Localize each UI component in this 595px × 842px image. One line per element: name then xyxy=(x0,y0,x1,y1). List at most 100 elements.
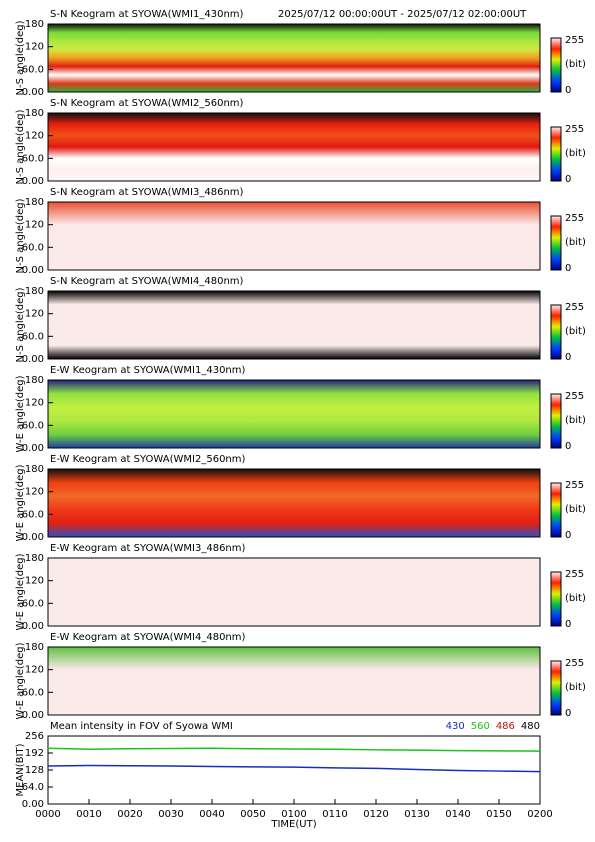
y-tick-label: 120 xyxy=(25,576,44,587)
legend-entry: 430 xyxy=(446,721,465,732)
y-tick-label: 0.00 xyxy=(22,354,44,365)
plot-frame xyxy=(47,646,541,716)
y-axis-label: W-E angle(deg) xyxy=(15,553,26,630)
colorbar-max: 255 xyxy=(565,658,584,669)
colorbar-unit: (bit) xyxy=(565,682,586,693)
colorbar-unit: (bit) xyxy=(565,237,586,248)
time-range: 2025/07/12 00:00:00UT - 2025/07/12 02:00… xyxy=(278,9,527,20)
colorbar xyxy=(550,37,562,93)
colorbar-max: 255 xyxy=(565,35,584,46)
colorbar-min: 0 xyxy=(565,530,571,541)
colorbar-min: 0 xyxy=(565,85,571,96)
y-tick-label: 0.00 xyxy=(22,87,44,98)
panel-title: S-N Keogram at SYOWA(WMI3_486nm) xyxy=(50,187,244,198)
x-tick-label: 0120 xyxy=(363,809,388,820)
colorbar-min: 0 xyxy=(565,441,571,452)
y-tick-label: 0.00 xyxy=(22,443,44,454)
colorbar-min: 0 xyxy=(565,708,571,719)
y-tick-label: 0.00 xyxy=(22,176,44,187)
legend-entry: 560 xyxy=(471,721,490,732)
colorbar-unit: (bit) xyxy=(565,326,586,337)
y-axis-label: W-E angle(deg) xyxy=(15,375,26,452)
y-tick-label: 64.0 xyxy=(22,782,44,793)
y-axis-label: W-E angle(deg) xyxy=(15,464,26,541)
y-tick-label: 192 xyxy=(25,748,44,759)
x-tick-label: 0140 xyxy=(445,809,470,820)
series-line xyxy=(47,747,541,752)
y-tick-label: 0.00 xyxy=(22,265,44,276)
y-tick-label: 60.0 xyxy=(22,64,44,75)
y-tick-label: 60.0 xyxy=(22,242,44,253)
keogram-image xyxy=(48,647,540,715)
y-tick-label: 120 xyxy=(25,665,44,676)
colorbar xyxy=(550,482,562,538)
keogram-image xyxy=(48,291,540,359)
colorbar-unit: (bit) xyxy=(565,593,586,604)
y-tick-label: 180 xyxy=(25,19,44,30)
colorbar-unit: (bit) xyxy=(565,59,586,70)
legend-entry: 486 xyxy=(496,721,515,732)
panel-title: E-W Keogram at SYOWA(WMI4_480nm) xyxy=(50,632,246,643)
x-tick-label: 0130 xyxy=(404,809,429,820)
x-tick-label: 0040 xyxy=(199,809,224,820)
colorbar-max: 255 xyxy=(565,569,584,580)
colorbar-max: 255 xyxy=(565,213,584,224)
y-tick-label: 0.00 xyxy=(22,710,44,721)
colorbar-min: 0 xyxy=(565,263,571,274)
series-line xyxy=(47,764,541,773)
plot-frame xyxy=(47,290,541,360)
panel-title: S-N Keogram at SYOWA(WMI4_480nm) xyxy=(50,276,244,287)
plot-frame xyxy=(47,23,541,93)
plot-frame xyxy=(47,468,541,538)
y-tick-label: 180 xyxy=(25,197,44,208)
panel-title: S-N Keogram at SYOWA(WMI2_560nm) xyxy=(50,98,244,109)
y-tick-label: 120 xyxy=(25,131,44,142)
colorbar-max: 255 xyxy=(565,480,584,491)
y-tick-label: 120 xyxy=(25,487,44,498)
keogram-image xyxy=(48,202,540,270)
panel-title: Mean intensity in FOV of Syowa WMI xyxy=(50,721,233,732)
x-tick-label: 0000 xyxy=(35,809,60,820)
y-tick-label: 60.0 xyxy=(22,509,44,520)
colorbar-min: 0 xyxy=(565,619,571,630)
x-tick-label: 0010 xyxy=(76,809,101,820)
x-tick-label: 0050 xyxy=(240,809,265,820)
colorbar xyxy=(550,571,562,627)
x-tick-label: 0020 xyxy=(117,809,142,820)
colorbar-max: 255 xyxy=(565,124,584,135)
keogram-image xyxy=(48,380,540,448)
y-axis-label: W-E angle(deg) xyxy=(15,642,26,719)
colorbar-min: 0 xyxy=(565,352,571,363)
panel-title: E-W Keogram at SYOWA(WMI3_486nm) xyxy=(50,543,246,554)
plot-frame xyxy=(47,557,541,627)
y-tick-label: 60.0 xyxy=(22,331,44,342)
x-tick-label: 0110 xyxy=(322,809,347,820)
x-tick-label: 0200 xyxy=(527,809,552,820)
y-tick-label: 60.0 xyxy=(22,153,44,164)
panel-title: S-N Keogram at SYOWA(WMI1_430nm) xyxy=(50,9,244,20)
y-axis-label: N-S angle(deg) xyxy=(15,20,26,95)
plot-frame xyxy=(47,379,541,449)
keogram-image xyxy=(48,558,540,626)
y-tick-label: 0.00 xyxy=(22,621,44,632)
colorbar-max: 255 xyxy=(565,302,584,313)
legend-entry: 480 xyxy=(521,721,540,732)
colorbar xyxy=(550,393,562,449)
y-tick-label: 120 xyxy=(25,42,44,53)
colorbar-min: 0 xyxy=(565,174,571,185)
y-tick-label: 180 xyxy=(25,375,44,386)
x-tick-label: 0150 xyxy=(486,809,511,820)
colorbar xyxy=(550,126,562,182)
colorbar-unit: (bit) xyxy=(565,504,586,515)
colorbar-max: 255 xyxy=(565,391,584,402)
y-tick-label: 60.0 xyxy=(22,420,44,431)
keogram-image xyxy=(48,469,540,537)
colorbar-unit: (bit) xyxy=(565,148,586,159)
plot-frame xyxy=(47,201,541,271)
y-axis-label: N-S angle(deg) xyxy=(15,287,26,362)
y-tick-label: 120 xyxy=(25,220,44,231)
y-tick-label: 0.00 xyxy=(22,799,44,810)
colorbar xyxy=(550,215,562,271)
x-axis-label: TIME(UT) xyxy=(270,819,316,830)
x-tick-label: 0100 xyxy=(281,809,306,820)
